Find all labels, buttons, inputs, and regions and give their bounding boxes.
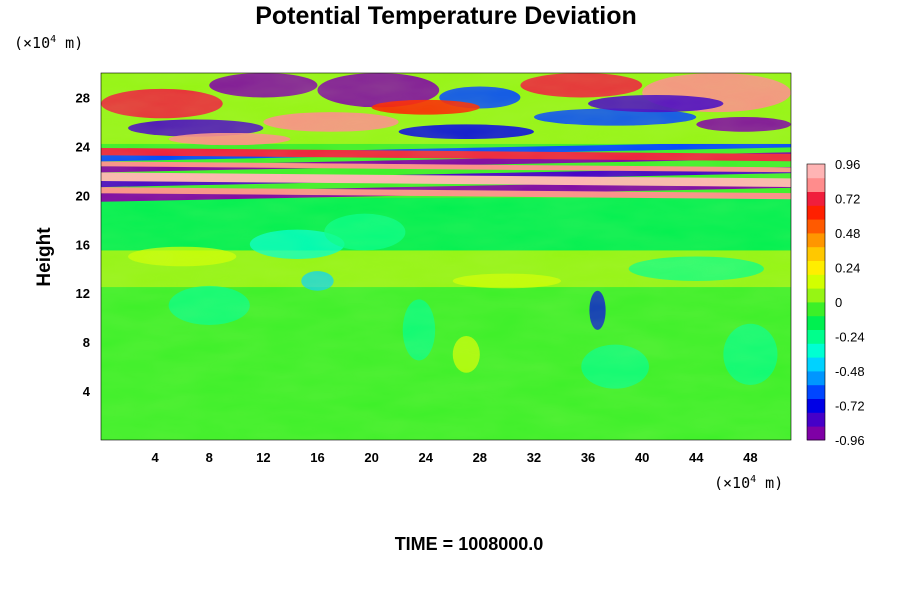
colorbar-swatch bbox=[807, 329, 825, 344]
colorbar-swatch bbox=[807, 315, 825, 330]
heatmap-field bbox=[101, 73, 791, 440]
y-unit-label: (×104 m) bbox=[14, 34, 83, 52]
x-axis-ticks: 4 8 12 16 20 24 28 32 36 40 44 48 bbox=[152, 450, 758, 465]
colorbar-swatch bbox=[807, 233, 825, 248]
colorbar-swatch bbox=[807, 384, 825, 399]
colorbar-swatch bbox=[807, 219, 825, 234]
x-tick-label: 8 bbox=[206, 450, 213, 465]
colorbar-swatch bbox=[807, 274, 825, 289]
x-tick-label: 12 bbox=[256, 450, 270, 465]
colorbar-tick-label: 0.72 bbox=[835, 192, 860, 207]
y-tick-label: 8 bbox=[83, 335, 90, 350]
x-tick-label: 24 bbox=[418, 450, 433, 465]
colorbar-swatch bbox=[807, 302, 825, 317]
colorbar-swatch bbox=[807, 412, 825, 427]
colorbar-tick-label: -0.96 bbox=[835, 433, 865, 448]
colorbar-tick-label: 0.48 bbox=[835, 226, 860, 241]
y-tick-label: 20 bbox=[76, 188, 90, 203]
y-tick-label: 12 bbox=[76, 286, 90, 301]
colorbar-swatch bbox=[807, 426, 825, 441]
colorbar-swatch bbox=[807, 246, 825, 261]
x-tick-label: 20 bbox=[364, 450, 378, 465]
colorbar-tick-label: 0.96 bbox=[835, 157, 860, 172]
y-axis-title: Height bbox=[34, 227, 55, 287]
colorbar-tick-label: -0.48 bbox=[835, 364, 865, 379]
colorbar-swatch bbox=[807, 357, 825, 372]
y-tick-label: 24 bbox=[76, 139, 91, 154]
colorbar-swatch bbox=[807, 398, 825, 413]
x-tick-label: 44 bbox=[689, 450, 704, 465]
colorbar-swatch bbox=[807, 288, 825, 303]
x-tick-label: 36 bbox=[581, 450, 595, 465]
colorbar-swatch bbox=[807, 343, 825, 358]
colorbar-swatch bbox=[807, 205, 825, 220]
colorbar-swatch bbox=[807, 260, 825, 275]
colorbar bbox=[806, 163, 826, 441]
x-tick-label: 28 bbox=[473, 450, 487, 465]
x-tick-label: 4 bbox=[152, 450, 160, 465]
y-tick-label: 4 bbox=[83, 384, 91, 399]
x-tick-label: 48 bbox=[743, 450, 757, 465]
x-tick-label: 16 bbox=[310, 450, 324, 465]
heatmap-plot-area bbox=[101, 73, 791, 440]
colorbar-ticks: 0.96 0.72 0.48 0.24 0 -0.24 -0.48 -0.72 -0.96 bbox=[835, 157, 865, 448]
plot-frame bbox=[100, 72, 792, 441]
colorbar-tick-label: -0.72 bbox=[835, 399, 865, 414]
y-axis-ticks: 4 8 12 16 20 24 28 bbox=[76, 90, 91, 399]
time-annotation: TIME = 1008000.0 bbox=[395, 534, 544, 554]
colorbar-tick-label: 0 bbox=[835, 295, 842, 310]
colorbar-tick-label: -0.24 bbox=[835, 330, 865, 345]
x-tick-label: 40 bbox=[635, 450, 649, 465]
colorbar-tick-label: 0.24 bbox=[835, 261, 860, 276]
heatmap-texture bbox=[101, 73, 791, 440]
y-tick-label: 28 bbox=[76, 90, 90, 105]
x-unit-label: (×104 m) bbox=[714, 474, 783, 492]
chart-title: Potential Temperature Deviation bbox=[255, 2, 637, 30]
y-tick-label: 16 bbox=[76, 237, 90, 252]
colorbar-swatch bbox=[807, 191, 825, 206]
colorbar-swatch bbox=[807, 164, 825, 179]
colorbar-swatch bbox=[807, 177, 825, 192]
x-tick-label: 32 bbox=[527, 450, 541, 465]
colorbar-swatch bbox=[807, 371, 825, 386]
colorbar-frame bbox=[806, 163, 826, 441]
